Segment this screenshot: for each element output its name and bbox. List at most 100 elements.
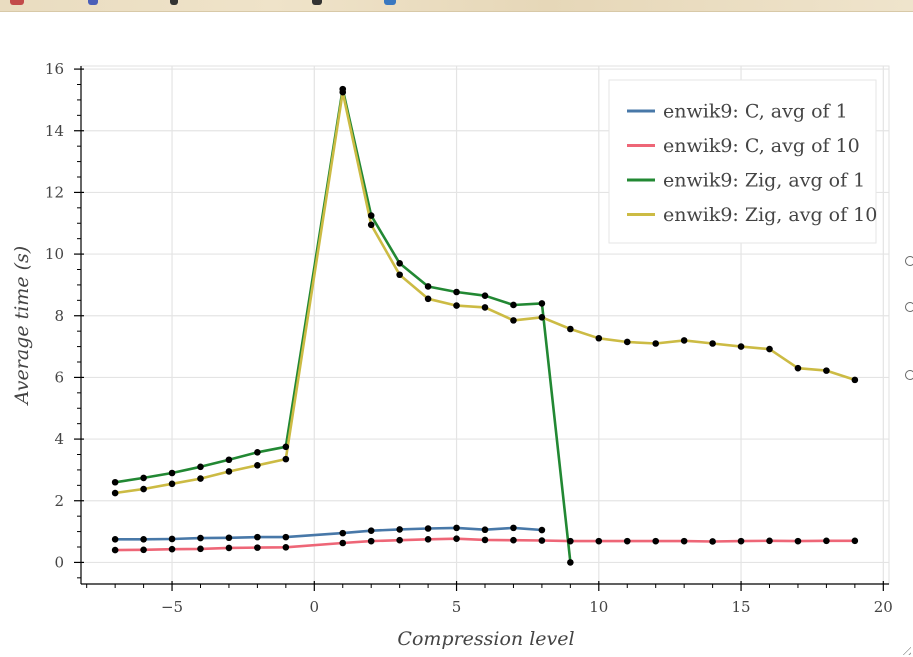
data-point-series-2 (680, 537, 688, 545)
data-point-series-3 (453, 288, 460, 296)
x-tick-label: −5 (161, 598, 183, 616)
data-point-series-2 (339, 539, 347, 547)
data-point-series-4 (424, 295, 432, 303)
data-point-series-4 (140, 485, 147, 493)
data-point-series-4 (538, 313, 546, 321)
data-point-series-4 (367, 221, 375, 229)
data-point-series-4 (481, 304, 489, 311)
data-point-series-1 (140, 535, 147, 543)
data-point-series-2 (254, 544, 261, 551)
y-tick-label: 12 (45, 183, 64, 201)
x-tick-label: 15 (732, 598, 751, 616)
data-point-series-1 (396, 526, 403, 533)
data-point-series-1 (424, 525, 432, 532)
data-point-series-1 (254, 533, 261, 541)
y-tick-label: 10 (45, 245, 64, 263)
legend-item[interactable]: enwik9: C, avg of 10 (627, 135, 860, 157)
data-point-series-2 (766, 537, 773, 545)
data-point-series-2 (424, 535, 432, 543)
data-point-series-1 (453, 524, 460, 532)
data-point-series-1 (168, 535, 176, 543)
legend-item[interactable]: enwik9: C, avg of 1 (627, 101, 848, 123)
data-point-series-3 (424, 283, 432, 290)
legend-item[interactable]: enwik9: Zig, avg of 10 (627, 204, 877, 226)
data-point-series-4 (339, 88, 347, 96)
data-point-series-4 (510, 317, 517, 324)
data-point-series-4 (823, 367, 830, 374)
data-point-series-2 (567, 537, 574, 545)
y-tick-label: 16 (45, 60, 64, 78)
x-tick-label: 5 (452, 598, 462, 616)
data-point-series-3 (168, 469, 176, 477)
x-tick-label: 10 (589, 598, 608, 616)
y-tick-label: 4 (54, 430, 64, 448)
legend-label: enwik9: C, avg of 10 (663, 135, 860, 157)
data-point-series-2 (538, 537, 546, 544)
data-point-series-2 (737, 537, 745, 545)
data-point-series-2 (510, 536, 517, 544)
data-point-series-2 (396, 536, 403, 544)
data-point-series-4 (168, 480, 176, 488)
data-point-series-4 (396, 271, 403, 279)
series-line-4 (114, 90, 856, 495)
data-point-series-2 (225, 544, 233, 552)
data-point-series-3 (567, 559, 574, 566)
data-point-series-4 (623, 338, 631, 346)
data-point-series-3 (197, 463, 204, 471)
data-point-series-2 (111, 546, 119, 554)
data-point-series-4 (595, 334, 603, 342)
data-point-series-3 (225, 456, 233, 464)
data-point-series-3 (396, 260, 403, 267)
data-point-series-1 (197, 534, 204, 542)
y-tick-label: 2 (54, 492, 64, 510)
data-point-series-2 (823, 537, 830, 545)
tab-icon-red (10, 0, 24, 5)
data-point-series-3 (510, 301, 517, 309)
x-tick-label: 20 (874, 598, 893, 616)
data-point-series-1 (225, 534, 233, 542)
series-line-1 (115, 526, 542, 541)
data-points (111, 85, 859, 566)
data-point-series-4 (197, 475, 204, 482)
data-point-series-4 (680, 337, 688, 344)
data-point-series-3 (538, 300, 546, 307)
data-point-series-1 (111, 535, 119, 543)
data-point-series-2 (197, 545, 204, 553)
data-point-series-2 (481, 536, 489, 544)
data-point-series-2 (794, 537, 802, 545)
legend-label: enwik9: Zig, avg of 1 (663, 170, 865, 192)
data-point-series-2 (623, 537, 631, 545)
series-lines (114, 87, 856, 563)
data-point-series-4 (851, 376, 859, 384)
x-tick-label: 0 (310, 598, 320, 616)
data-point-series-4 (794, 364, 802, 372)
data-point-series-4 (652, 340, 660, 347)
y-tick-label: 8 (54, 307, 64, 325)
data-point-series-2 (367, 537, 375, 545)
y-tick-label: 6 (54, 368, 64, 386)
data-point-series-4 (254, 461, 261, 469)
series-line-3 (114, 87, 572, 563)
data-point-series-2 (140, 546, 147, 554)
data-point-series-3 (367, 212, 375, 219)
x-axis-title: Compression level (397, 628, 574, 650)
data-point-series-3 (111, 478, 119, 486)
legend-label: enwik9: Zig, avg of 10 (663, 204, 877, 226)
axes: −5 0 5 10 15 20 0 2 4 6 8 10 12 14 16 (45, 60, 893, 616)
data-point-series-4 (737, 343, 745, 350)
y-axis-title: Average time (s) (11, 246, 33, 406)
data-point-series-4 (111, 489, 119, 497)
legend-item[interactable]: enwik9: Zig, avg of 1 (627, 170, 865, 192)
legend[interactable]: enwik9: C, avg of 1 enwik9: C, avg of 10 e… (608, 79, 877, 244)
data-point-series-4 (766, 345, 773, 353)
data-point-series-1 (538, 526, 546, 534)
data-point-series-4 (282, 455, 290, 463)
data-point-series-2 (851, 537, 859, 545)
tab-icon-blue-2 (384, 0, 396, 5)
series-line-2 (115, 537, 855, 552)
browser-tab-strip (0, 0, 913, 12)
data-point-series-3 (282, 443, 290, 451)
data-point-series-1 (339, 529, 347, 537)
data-point-series-2 (282, 544, 290, 551)
data-point-series-4 (709, 340, 716, 347)
